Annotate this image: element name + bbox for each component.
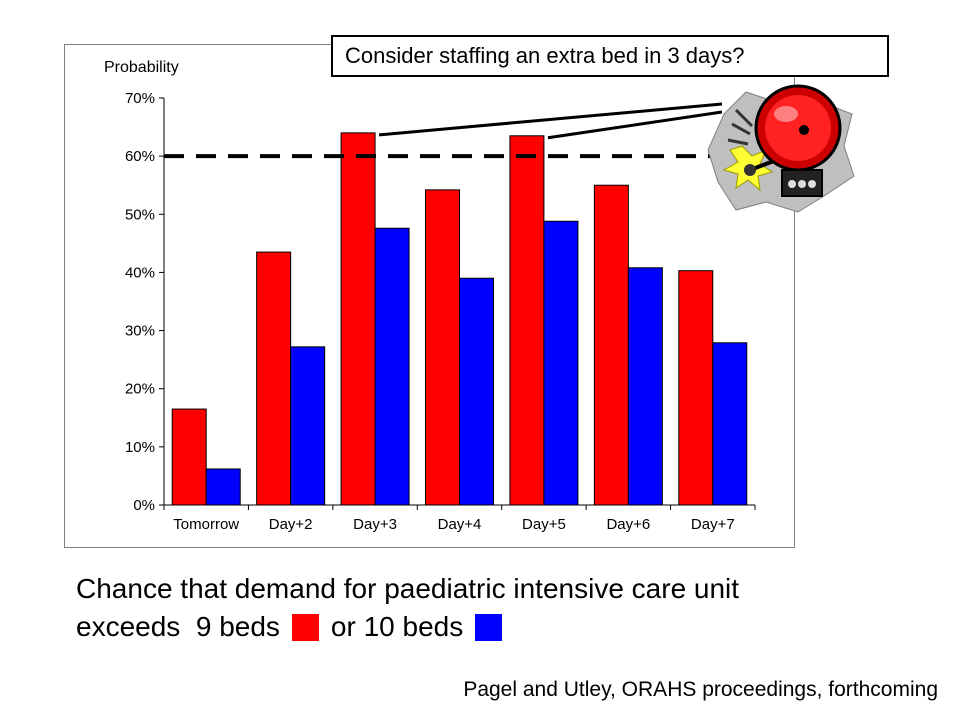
x-tick-label: Day+5 [522, 516, 566, 533]
x-tick-label: Day+4 [438, 516, 482, 533]
chart-caption: Chance that demand for paediatric intens… [76, 570, 739, 646]
x-tick-label: Tomorrow [173, 516, 239, 533]
bar-day7-10-beds [712, 342, 748, 506]
citation: Pagel and Utley, ORAHS proceedings, fort… [463, 678, 938, 701]
caption-line-2: exceeds 9 beds or 10 beds [76, 608, 739, 646]
bar-day7-9-beds [678, 270, 714, 506]
y-axis-label: Probability [104, 59, 179, 76]
bar-day2-9-beds [256, 251, 292, 506]
bar-day5-9-beds [509, 135, 545, 506]
y-tick-label: 0% [133, 497, 155, 514]
x-tick-label: Day+2 [269, 516, 313, 533]
bar-day4-10-beds [459, 277, 494, 506]
bar-day6-10-beds [627, 267, 663, 506]
bar-tomorrow-10-beds [205, 468, 241, 506]
bar-day4-9-beds [425, 189, 460, 506]
y-tick-label: 40% [125, 264, 155, 281]
bar-day2-10-beds [290, 346, 326, 506]
y-tick-label: 20% [125, 381, 155, 398]
y-tick-label: 50% [125, 206, 155, 223]
caption-line-1: Chance that demand for paediatric intens… [76, 573, 740, 604]
staffing-callout: Consider staffing an extra bed in 3 days… [331, 35, 889, 77]
bar-day6-9-beds [593, 184, 629, 506]
legend-swatch-10-beds [475, 613, 503, 641]
y-tick-label: 70% [125, 90, 155, 107]
callout-pointer-day5 [547, 110, 723, 140]
y-tick-label: 10% [125, 439, 155, 456]
x-tick-label: Day+7 [691, 516, 735, 533]
x-tick-label: Day+6 [606, 516, 650, 533]
callout-pointer-day3 [378, 102, 723, 137]
caption-10-beds-text: or 10 beds [330, 611, 464, 642]
legend-swatch-9-beds [291, 613, 319, 641]
bar-tomorrow-9-beds [171, 408, 207, 506]
bar-day3-10-beds [374, 227, 410, 506]
alarm-bell-icon [707, 84, 855, 213]
bar-day3-9-beds [340, 132, 376, 506]
y-tick-label: 30% [125, 323, 155, 340]
x-tick-label: Day+3 [353, 516, 397, 533]
bar-day5-10-beds [543, 220, 579, 506]
caption-9-beds-text: exceeds 9 beds [76, 611, 280, 642]
y-tick-label: 60% [125, 148, 155, 165]
